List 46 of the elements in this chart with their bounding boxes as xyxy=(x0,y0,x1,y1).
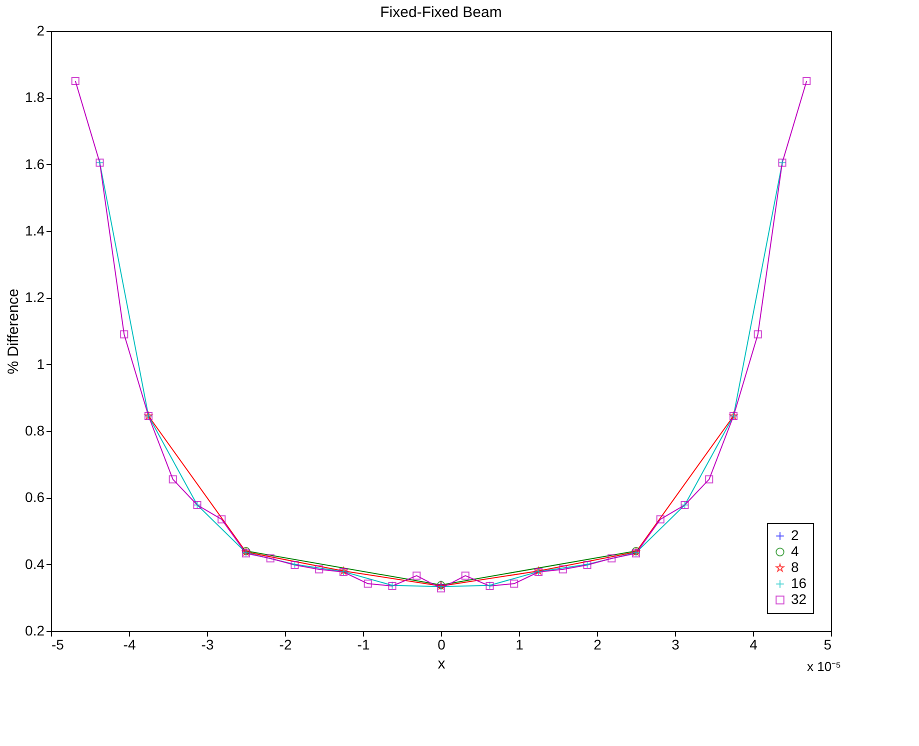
point xyxy=(754,330,762,338)
y-tick-label: 1 xyxy=(36,356,45,372)
y-tick-label: 1.2 xyxy=(25,289,45,306)
point xyxy=(705,475,714,484)
y-tick-label: 1.6 xyxy=(25,156,45,172)
x-tick-label: -2 xyxy=(279,636,292,652)
x-tick-label: -4 xyxy=(123,636,136,652)
legend-label: 4 xyxy=(791,543,799,559)
x-tick-label: 0 xyxy=(438,636,446,652)
y-tick-label: 0.8 xyxy=(25,422,45,438)
point xyxy=(802,76,811,86)
point xyxy=(461,572,470,580)
text: x 10⁻⁵ xyxy=(807,659,841,674)
x-tick-label: 3 xyxy=(672,636,680,652)
point xyxy=(412,572,421,580)
point xyxy=(120,330,128,338)
legend-label: 32 xyxy=(791,591,807,607)
y-tick-label: 1.4 xyxy=(25,222,45,238)
y-tick-label: 0.6 xyxy=(25,489,45,506)
point xyxy=(71,76,80,86)
point xyxy=(315,565,324,574)
point xyxy=(656,515,664,524)
point xyxy=(510,580,518,588)
point xyxy=(218,515,226,524)
x-tick-label: -3 xyxy=(201,636,214,652)
legend-label: 16 xyxy=(791,575,807,591)
point xyxy=(608,554,616,562)
y-tick-label: 0.2 xyxy=(25,622,45,638)
y-tick-label: 2 xyxy=(36,22,45,38)
point xyxy=(364,580,372,588)
x-tick-label: 2 xyxy=(594,636,602,652)
point xyxy=(168,475,177,484)
x-tick-label: 4 xyxy=(750,636,758,652)
y-tick-label: 1.8 xyxy=(25,89,45,106)
x-tick-label: -1 xyxy=(357,636,370,652)
legend-label: 8 xyxy=(791,559,799,575)
point xyxy=(558,565,567,574)
legend-label: 2 xyxy=(791,527,799,543)
y-axis-title: % Difference xyxy=(5,288,22,374)
x-tick-label: -5 xyxy=(52,636,64,652)
point xyxy=(266,554,274,562)
chart-title: Fixed-Fixed Beam xyxy=(380,4,502,21)
x-axis-title: x xyxy=(438,656,446,672)
x-tick-label: 5 xyxy=(824,636,832,652)
x-tick-label: 1 xyxy=(516,636,524,652)
y-tick-label: 0.4 xyxy=(25,556,45,572)
